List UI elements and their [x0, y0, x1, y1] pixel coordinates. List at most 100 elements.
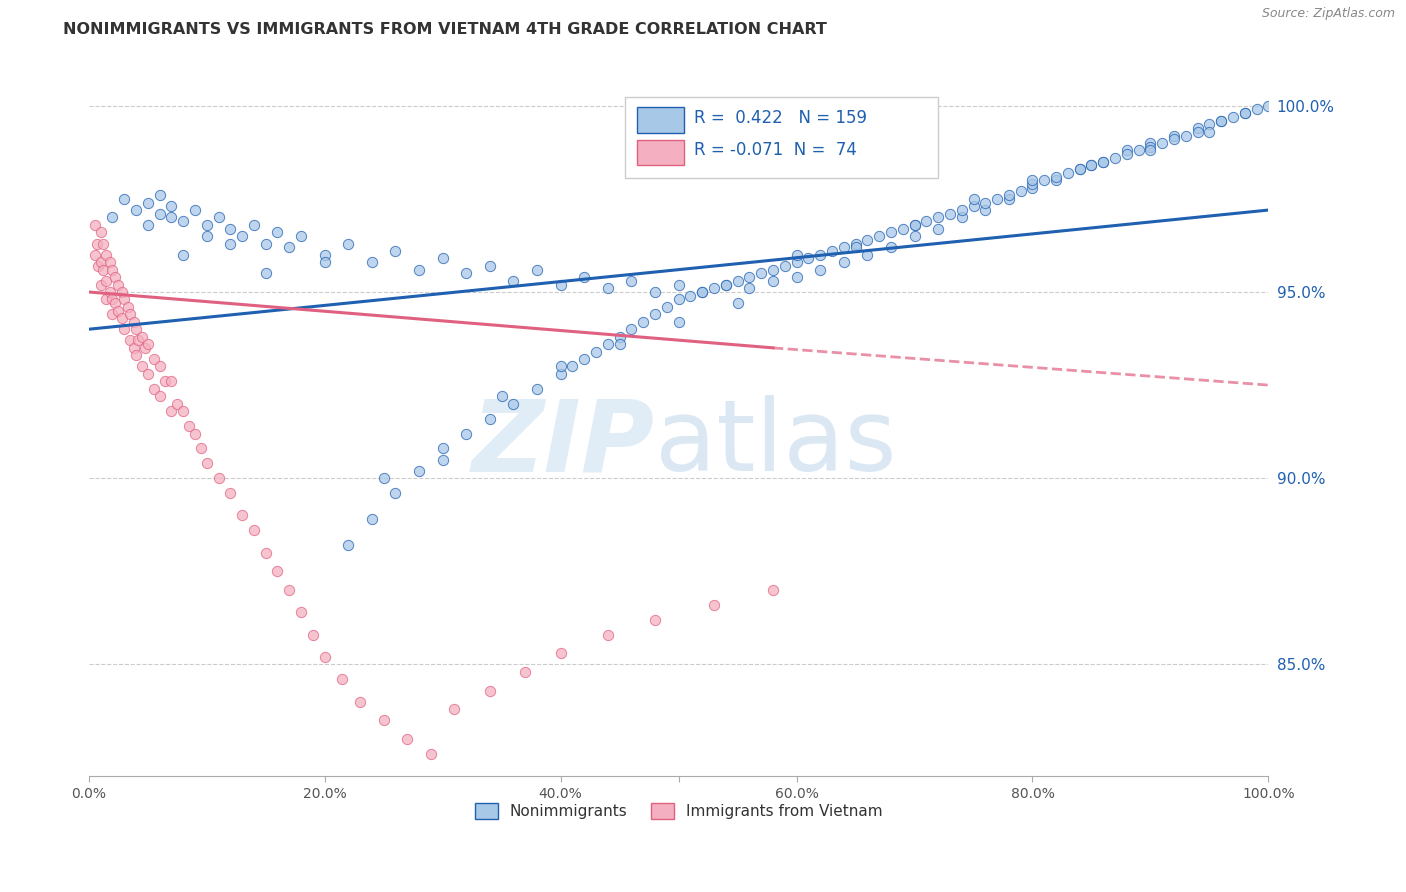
Point — [903, 218, 925, 232]
Point — [314, 255, 336, 269]
Point — [880, 240, 903, 254]
Point — [148, 389, 170, 403]
Text: R =  0.422   N = 159: R = 0.422 N = 159 — [695, 109, 868, 127]
Point — [101, 262, 124, 277]
Point — [1246, 103, 1268, 117]
Point — [360, 512, 382, 526]
Point — [254, 236, 277, 251]
Point — [112, 293, 135, 307]
Point — [620, 274, 643, 288]
Point — [478, 411, 501, 425]
Point — [668, 293, 690, 307]
Point — [87, 259, 110, 273]
Point — [104, 296, 127, 310]
Point — [526, 382, 548, 396]
Point — [172, 404, 194, 418]
Point — [491, 389, 513, 403]
Point — [160, 199, 183, 213]
Point — [986, 192, 1008, 206]
Point — [219, 221, 242, 235]
Point — [561, 359, 583, 374]
Point — [134, 341, 156, 355]
Point — [98, 285, 121, 299]
Point — [1211, 113, 1233, 128]
Point — [90, 277, 112, 292]
Point — [1021, 173, 1043, 187]
Point — [136, 367, 159, 381]
Legend: Nonimmigrants, Immigrants from Vietnam: Nonimmigrants, Immigrants from Vietnam — [468, 797, 889, 825]
Point — [96, 274, 118, 288]
Point — [96, 293, 118, 307]
Point — [384, 244, 406, 258]
Point — [727, 296, 749, 310]
Point — [550, 277, 572, 292]
Point — [950, 211, 973, 225]
Point — [786, 270, 808, 285]
Point — [160, 404, 183, 418]
Point — [112, 322, 135, 336]
Point — [585, 344, 607, 359]
Point — [172, 214, 194, 228]
Point — [101, 307, 124, 321]
Point — [714, 277, 737, 292]
Point — [112, 192, 135, 206]
Point — [1163, 128, 1185, 143]
Point — [90, 255, 112, 269]
Point — [821, 244, 844, 258]
Point — [703, 281, 725, 295]
Point — [974, 195, 997, 210]
Point — [1080, 158, 1102, 172]
Point — [408, 464, 430, 478]
Point — [456, 426, 478, 441]
Point — [384, 486, 406, 500]
Point — [98, 255, 121, 269]
Point — [136, 337, 159, 351]
Point — [1198, 125, 1220, 139]
Point — [1057, 166, 1080, 180]
Point — [1152, 136, 1174, 150]
Point — [1174, 128, 1197, 143]
Point — [762, 582, 785, 597]
Point — [832, 240, 855, 254]
Point — [596, 627, 619, 641]
Bar — [637, 140, 685, 166]
Point — [148, 359, 170, 374]
Point — [101, 211, 124, 225]
Point — [773, 259, 796, 273]
Point — [111, 285, 134, 299]
Text: atlas: atlas — [655, 395, 897, 492]
Point — [478, 683, 501, 698]
Point — [1045, 173, 1067, 187]
Point — [118, 334, 141, 348]
Point — [432, 452, 454, 467]
Point — [91, 262, 114, 277]
Point — [254, 266, 277, 280]
Point — [266, 564, 288, 578]
Point — [142, 382, 165, 396]
Point — [118, 307, 141, 321]
Point — [631, 315, 654, 329]
Point — [1092, 154, 1115, 169]
Point — [502, 397, 524, 411]
Point — [122, 315, 145, 329]
Point — [856, 248, 879, 262]
Point — [950, 202, 973, 217]
Point — [136, 195, 159, 210]
Point — [1233, 106, 1256, 120]
Point — [231, 229, 253, 244]
Point — [679, 289, 702, 303]
Point — [1233, 106, 1256, 120]
Point — [195, 218, 218, 232]
Point — [231, 508, 253, 523]
Point — [1257, 99, 1279, 113]
Point — [786, 255, 808, 269]
Point — [1104, 151, 1126, 165]
Point — [219, 486, 242, 500]
Point — [443, 702, 465, 716]
Point — [83, 218, 105, 232]
Bar — [637, 107, 685, 133]
Point — [1010, 185, 1032, 199]
Point — [749, 266, 772, 280]
Text: ZIP: ZIP — [472, 395, 655, 492]
Point — [786, 248, 808, 262]
